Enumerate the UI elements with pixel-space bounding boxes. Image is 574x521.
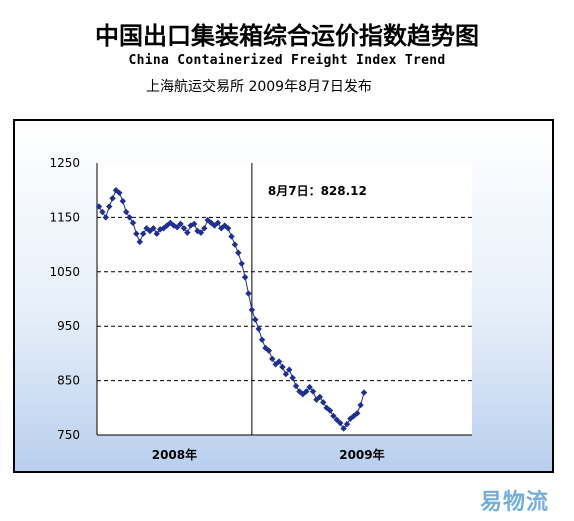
y-tick-label: 850 bbox=[57, 374, 80, 388]
data-point bbox=[109, 195, 116, 202]
data-point bbox=[190, 220, 198, 228]
data-point bbox=[248, 306, 256, 314]
data-point bbox=[136, 238, 143, 246]
y-tick-label: 750 bbox=[57, 428, 80, 442]
data-point bbox=[306, 383, 313, 391]
data-point bbox=[238, 260, 245, 267]
data-point bbox=[139, 230, 147, 237]
y-tick-label: 1250 bbox=[49, 156, 80, 170]
data-point bbox=[133, 230, 140, 237]
data-point bbox=[173, 223, 181, 231]
data-point bbox=[201, 225, 208, 232]
data-point bbox=[235, 249, 242, 256]
data-point bbox=[292, 382, 300, 390]
plot-area bbox=[97, 163, 472, 435]
data-point bbox=[224, 225, 232, 232]
data-point bbox=[99, 208, 106, 216]
x-year-label: 2009年 bbox=[339, 447, 384, 462]
data-point bbox=[170, 222, 177, 229]
watermark-logo: 易物流 bbox=[480, 490, 550, 515]
data-point bbox=[289, 374, 296, 382]
data-point bbox=[228, 233, 235, 240]
data-point bbox=[197, 229, 205, 236]
data-point bbox=[265, 347, 273, 354]
chart-title-en: China Containerized Freight Index Trend bbox=[128, 53, 446, 68]
chart-plot: 1250 1150 1050 950 850 750 2008年 2009年 8月7日：828.… bbox=[49, 156, 472, 462]
data-point bbox=[102, 214, 109, 221]
data-point bbox=[231, 241, 239, 248]
data-point bbox=[360, 389, 368, 396]
data-point bbox=[255, 325, 262, 333]
data-point bbox=[340, 425, 347, 432]
data-point bbox=[150, 225, 157, 232]
data-point bbox=[177, 220, 184, 228]
data-point bbox=[354, 410, 361, 417]
data-point bbox=[207, 219, 215, 227]
data-point bbox=[320, 399, 327, 406]
data-point bbox=[326, 407, 334, 414]
data-point bbox=[122, 208, 130, 216]
data-point bbox=[180, 225, 188, 232]
y-tick-label: 1150 bbox=[49, 210, 80, 224]
value-annotation: 8月7日：828.12 bbox=[268, 184, 367, 198]
data-point bbox=[282, 370, 290, 378]
data-point bbox=[303, 388, 310, 395]
data-point bbox=[153, 230, 160, 237]
chart-title-cn: 中国出口集装箱综合运价指数趋势图 bbox=[95, 22, 479, 50]
data-point bbox=[241, 274, 249, 281]
data-point bbox=[357, 401, 364, 409]
data-point bbox=[337, 419, 344, 427]
data-point bbox=[330, 412, 337, 420]
data-point bbox=[275, 358, 283, 365]
data-point bbox=[258, 336, 266, 343]
x-year-label: 2008年 bbox=[152, 447, 197, 462]
chart-frame: 1250 1150 1050 950 850 750 2008年 2009年 8月7日：828.… bbox=[13, 119, 554, 473]
data-point bbox=[126, 214, 133, 221]
data-point bbox=[279, 363, 286, 371]
data-point bbox=[105, 203, 113, 210]
data-point bbox=[245, 290, 252, 297]
data-point bbox=[343, 420, 351, 428]
data-point bbox=[252, 316, 259, 323]
chart-subtitle: 上海航运交易所 2009年8月7日发布 bbox=[146, 79, 372, 95]
y-tick-label: 1050 bbox=[49, 265, 80, 279]
data-point bbox=[129, 219, 137, 227]
data-point bbox=[309, 388, 317, 395]
data-point bbox=[95, 203, 103, 210]
data-point bbox=[184, 229, 191, 236]
data-point bbox=[116, 189, 123, 197]
data-point bbox=[214, 219, 222, 227]
data-point bbox=[316, 393, 324, 401]
data-point bbox=[333, 416, 341, 423]
data-point bbox=[119, 197, 126, 205]
y-tick-label: 950 bbox=[57, 319, 80, 333]
